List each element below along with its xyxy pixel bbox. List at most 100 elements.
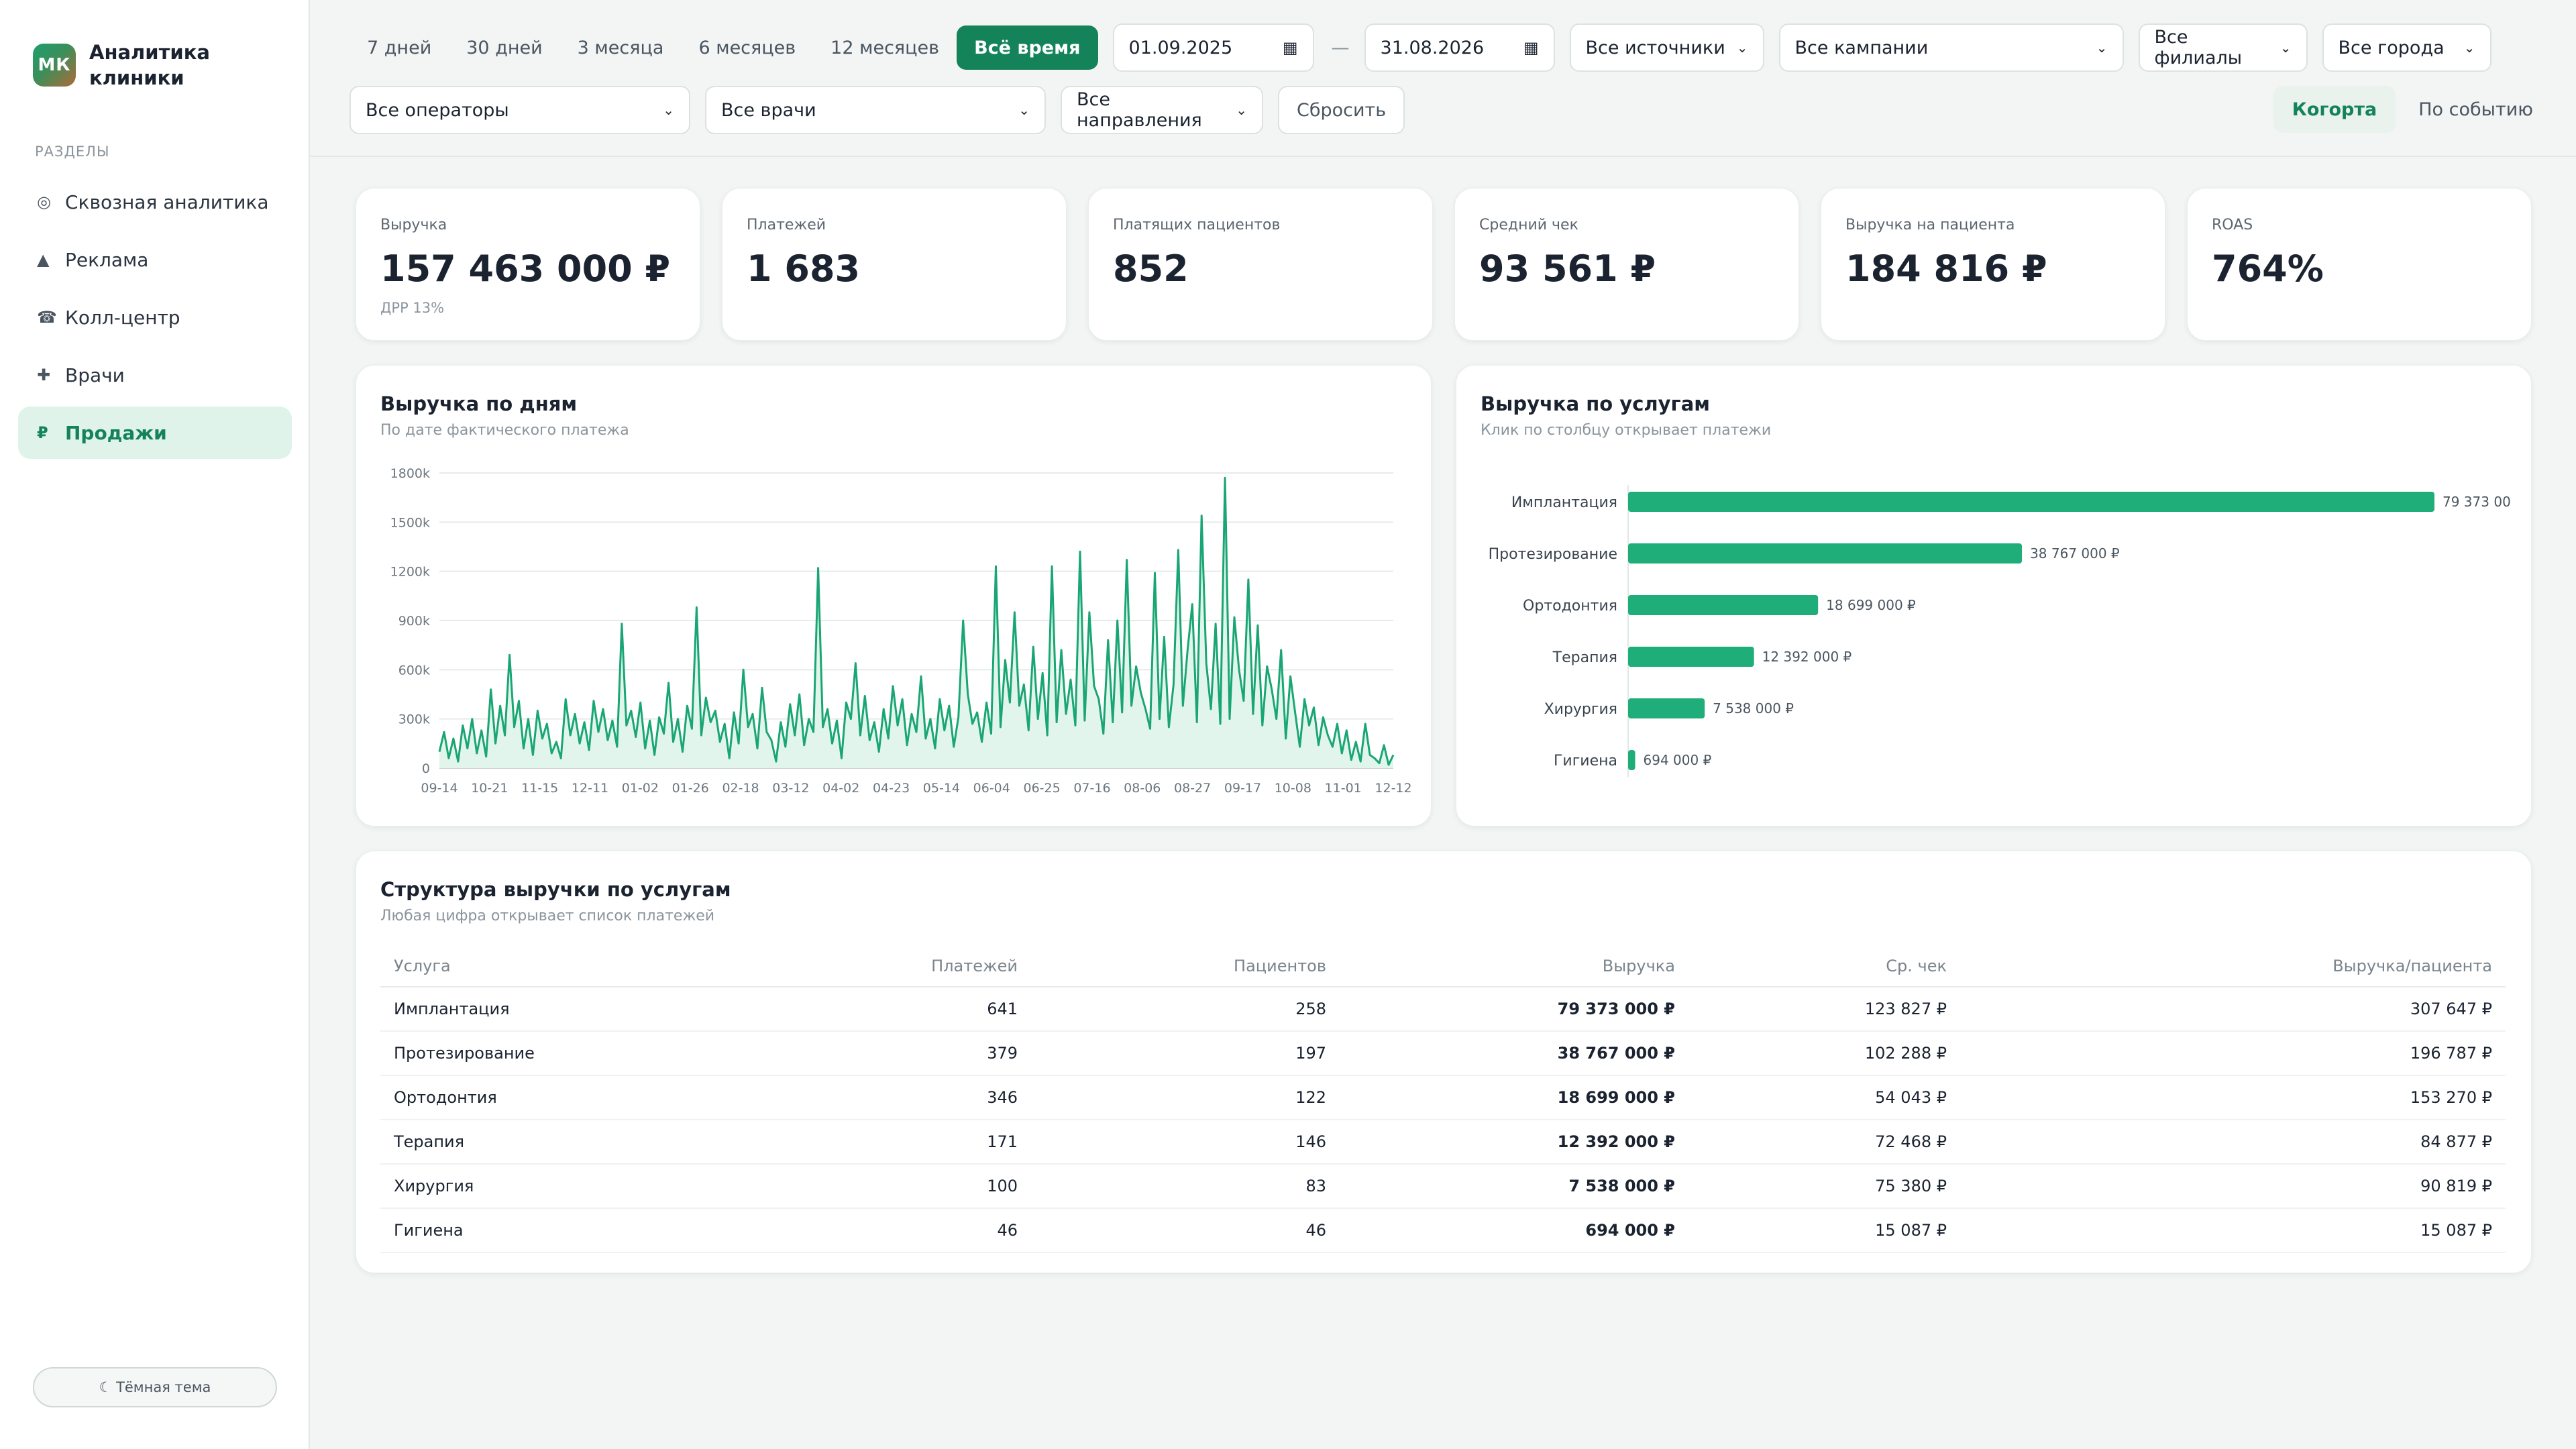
kpi-label: Платежей [747, 217, 826, 233]
reset-button[interactable]: Сбросить [1278, 86, 1405, 134]
metric-cell[interactable]: 197 [1031, 1031, 1340, 1076]
metric-cell[interactable]: 38 767 000 ₽ [1340, 1031, 1688, 1076]
calendar-icon[interactable]: ▦ [1282, 38, 1298, 57]
metric-cell[interactable]: 123 827 ₽ [1688, 987, 1960, 1032]
table-row[interactable]: Ортодонтия 346 122 18 699 000 ₽54 043 ₽153 … [380, 1075, 2506, 1120]
table-title: Структура выручки по услугам [380, 878, 731, 901]
sidebar-item-end-to-end[interactable]: ◎ Сквозная аналитика [18, 176, 292, 228]
date-to-input[interactable]: 31.08.2026 ▦ [1364, 23, 1555, 72]
metric-cell[interactable]: 102 288 ₽ [1688, 1031, 1960, 1076]
metric-cell[interactable]: 122 [1031, 1075, 1340, 1120]
period-6-months[interactable]: 6 месяцев [698, 37, 796, 58]
metric-cell[interactable]: 153 270 ₽ [1960, 1075, 2506, 1120]
doctors-select[interactable]: Все врачи ⌄ [705, 86, 1046, 134]
column-header-service[interactable]: Услуга [380, 945, 729, 987]
sidebar-item-doctors[interactable]: ✚ Врачи [18, 349, 292, 401]
sidebar-item-call-center[interactable]: ☎ Колл-центр [18, 291, 292, 343]
metric-cell[interactable]: 100 [729, 1164, 1031, 1209]
table-row[interactable]: Хирургия 100 83 7 538 000 ₽75 380 ₽90 819 ₽ [380, 1164, 2506, 1209]
table-row[interactable]: Имплантация 641 258 79 373 000 ₽123 827 ₽30… [380, 987, 2506, 1032]
daily-revenue-chart[interactable]: 0 300k 600k 900k 1200k 1500k 1800k 09-14 10-21 11… [356, 366, 1432, 827]
operators-select[interactable]: Все операторы ⌄ [350, 86, 690, 134]
metric-cell[interactable]: 72 468 ₽ [1688, 1120, 1960, 1165]
metric-cell[interactable]: 379 [729, 1031, 1031, 1076]
metric-cell[interactable]: 307 647 ₽ [1960, 987, 2506, 1032]
period-3-months[interactable]: 3 месяца [577, 37, 664, 58]
sidebar-item-ads[interactable]: ▲ Реклама [18, 233, 292, 286]
metric-cell[interactable]: 18 699 000 ₽ [1340, 1075, 1688, 1120]
metric-cell[interactable]: 196 787 ₽ [1960, 1031, 2506, 1076]
theme-toggle-button[interactable]: ☾ Тёмная тема [33, 1367, 277, 1407]
campaigns-select-value: Все кампании [1794, 37, 1929, 58]
metric-cell[interactable]: 258 [1031, 987, 1340, 1032]
chevron-down-icon: ⌄ [1018, 102, 1030, 118]
sidebar-item-label: Колл-центр [65, 306, 180, 329]
kpi-card-average-check[interactable]: Средний чек 93 561 ₽ [1454, 188, 1799, 341]
column-header-revenue[interactable]: Выручка [1340, 945, 1688, 987]
kpi-value: 852 [1113, 248, 1189, 290]
column-header-revenue-per-patient[interactable]: Выручка/пациента [1960, 945, 2506, 987]
plus-icon: ✚ [37, 366, 51, 384]
cities-select[interactable]: Все города ⌄ [2322, 23, 2491, 72]
metric-cell[interactable]: 46 [729, 1208, 1031, 1253]
kpi-card-revenue[interactable]: Выручка 157 463 000 ₽ ДРР 13% [356, 188, 700, 341]
metric-cell[interactable]: 15 087 ₽ [1960, 1208, 2506, 1253]
metric-cell[interactable]: 641 [729, 987, 1031, 1032]
doctors-select-value: Все врачи [721, 99, 816, 121]
column-header-payments[interactable]: Платежей [729, 945, 1031, 987]
metric-cell[interactable]: 90 819 ₽ [1960, 1164, 2506, 1209]
sources-select[interactable]: Все источники ⌄ [1569, 23, 1764, 72]
metric-cell[interactable]: 75 380 ₽ [1688, 1164, 1960, 1209]
directions-select-value: Все направления [1077, 89, 1202, 131]
metric-cell[interactable]: 79 373 000 ₽ [1340, 987, 1688, 1032]
metric-cell[interactable]: 12 392 000 ₽ [1340, 1120, 1688, 1165]
service-name-cell: Терапия [380, 1120, 729, 1165]
x-tick-label: 11-15 [521, 781, 558, 796]
revenue-by-service-chart[interactable]: Имплантация 79 373 00 Протезирование 38 767… [1456, 366, 2532, 827]
period-row: 7 дней 30 дней 3 месяца 6 месяцев 12 мес… [350, 23, 2491, 72]
metric-cell[interactable]: 83 [1031, 1164, 1340, 1209]
mode-cohort-tab[interactable]: Когорта [2273, 86, 2396, 133]
triangle-icon: ▲ [37, 250, 50, 269]
metric-cell[interactable]: 15 087 ₽ [1688, 1208, 1960, 1253]
calendar-icon[interactable]: ▦ [1523, 38, 1539, 57]
campaigns-select[interactable]: Все кампании ⌄ [1778, 23, 2124, 72]
metric-cell[interactable]: 46 [1031, 1208, 1340, 1253]
revenue-by-service-card: Выручка по услугам Клик по столбцу откры… [1456, 365, 2532, 826]
mode-by-event-tab[interactable]: По событию [2418, 99, 2533, 120]
revenue-structure-table: Услуга Платежей Пациентов Выручка Ср. че… [380, 945, 2506, 1253]
table-row[interactable]: Протезирование 379 197 38 767 000 ₽102 288 … [380, 1031, 2506, 1076]
metric-cell[interactable]: 694 000 ₽ [1340, 1208, 1688, 1253]
metric-cell[interactable]: 7 538 000 ₽ [1340, 1164, 1688, 1209]
bar-category-label: Терапия [1552, 649, 1617, 666]
x-tick-label: 05-14 [923, 781, 960, 796]
metric-cell[interactable]: 146 [1031, 1120, 1340, 1165]
branches-select[interactable]: Все филиалы ⌄ [2138, 23, 2308, 72]
logo-badge: МК [33, 44, 76, 87]
period-12-months[interactable]: 12 месяцев [830, 37, 940, 58]
date-from-input[interactable]: 01.09.2025 ▦ [1112, 23, 1314, 72]
kpi-card-paying-patients[interactable]: Платящих пациентов 852 [1088, 188, 1433, 341]
sidebar-item-sales[interactable]: ₽ Продажи [18, 407, 292, 459]
kpi-card-roas[interactable]: ROAS 764% [2187, 188, 2532, 341]
directions-select[interactable]: Все направления ⌄ [1061, 86, 1263, 134]
period-all-time[interactable]: Всё время [957, 25, 1098, 70]
metric-cell[interactable]: 171 [729, 1120, 1031, 1165]
metric-cell[interactable]: 54 043 ₽ [1688, 1075, 1960, 1120]
metric-cell[interactable]: 346 [729, 1075, 1031, 1120]
table-row[interactable]: Терапия 171 146 12 392 000 ₽72 468 ₽84 877 … [380, 1120, 2506, 1165]
daily-revenue-card: Выручка по дням По дате фактического пла… [356, 365, 1432, 826]
period-7-days[interactable]: 7 дней [367, 37, 432, 58]
bar [1628, 595, 1819, 615]
column-header-avg-check[interactable]: Ср. чек [1688, 945, 1960, 987]
column-header-patients[interactable]: Пациентов [1031, 945, 1340, 987]
kpi-card-revenue-per-patient[interactable]: Выручка на пациента 184 816 ₽ [1821, 188, 2165, 341]
period-30-days[interactable]: 30 дней [466, 37, 543, 58]
table-row[interactable]: Гигиена 46 46 694 000 ₽15 087 ₽15 087 ₽ [380, 1208, 2506, 1253]
kpi-label: Средний чек [1479, 217, 1578, 233]
metric-cell[interactable]: 84 877 ₽ [1960, 1120, 2506, 1165]
bar [1628, 647, 1754, 667]
kpi-value: 93 561 ₽ [1479, 248, 1656, 290]
kpi-card-payments[interactable]: Платежей 1 683 [722, 188, 1067, 341]
brand[interactable]: МК Аналитика клиники [33, 40, 223, 91]
